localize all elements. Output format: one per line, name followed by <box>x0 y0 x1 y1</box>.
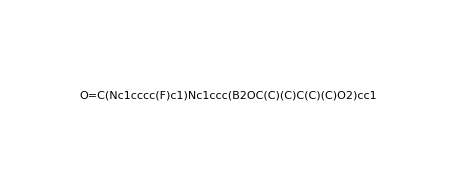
Text: O=C(Nc1cccc(F)c1)Nc1ccc(B2OC(C)(C)C(C)(C)O2)cc1: O=C(Nc1cccc(F)c1)Nc1ccc(B2OC(C)(C)C(C)(C… <box>80 90 377 100</box>
